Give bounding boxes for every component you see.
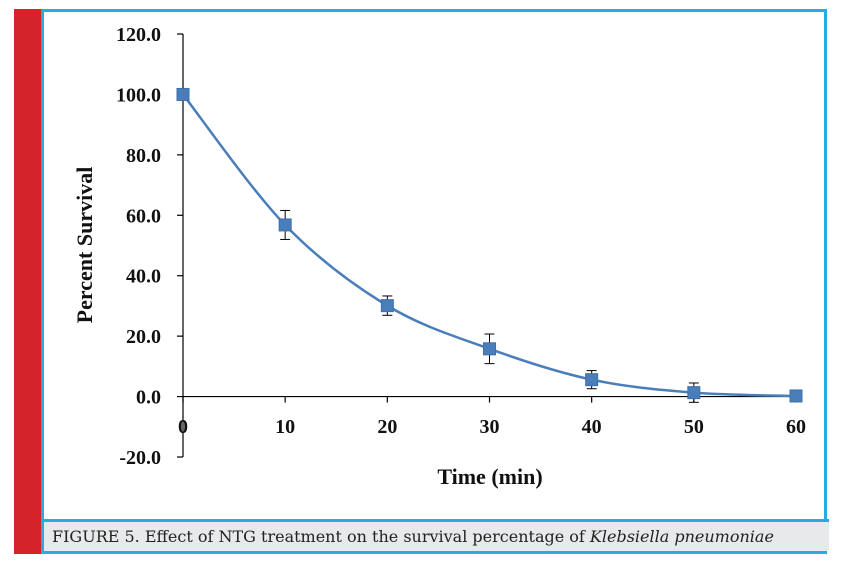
- caption-species: Klebsiella pneumoniae: [589, 527, 774, 546]
- x-tick-labels: 0 10 20 30 40 50 60: [178, 396, 806, 438]
- caption-text: FIGURE 5. Effect of NTG treatment on the…: [52, 527, 585, 546]
- figure-frame: [41, 9, 827, 554]
- y-tick-label: 80.0: [126, 145, 161, 167]
- y-tick-label: 120.0: [116, 24, 161, 46]
- y-tick-label: 40.0: [126, 266, 161, 288]
- data-point: [176, 87, 190, 101]
- x-tick-label: 60: [786, 416, 806, 438]
- data-point: [380, 299, 394, 313]
- data-point: [483, 342, 496, 356]
- y-tick-label: 20.0: [126, 326, 161, 348]
- x-tick-label: 30: [480, 416, 500, 438]
- figure-caption: FIGURE 5. Effect of NTG treatment on the…: [44, 519, 829, 551]
- red-accent-bar: [14, 9, 41, 554]
- x-tick-label: 50: [684, 416, 704, 438]
- series: [176, 87, 803, 403]
- x-axis-title: Time (min): [437, 464, 542, 489]
- x-tick-label: 20: [377, 416, 397, 438]
- data-point: [687, 386, 701, 400]
- x-tick-label: 10: [275, 416, 295, 438]
- y-tick-label: 0.0: [136, 387, 161, 409]
- y-tick-label: 60.0: [126, 205, 161, 227]
- y-tick-label: -20.0: [119, 447, 161, 469]
- x-tick-label: 40: [582, 416, 602, 438]
- x-tick-label: 0: [178, 416, 188, 438]
- survival-chart: 120.0 100.0 80.0 60.0 40.0 20.0 0.0 -20.0 0 10 20…: [72, 24, 806, 489]
- data-point: [585, 373, 599, 387]
- y-tick-label: 100.0: [116, 84, 161, 106]
- y-tick-labels: 120.0 100.0 80.0 60.0 40.0 20.0 0.0 -20.0: [116, 24, 183, 469]
- data-point: [789, 389, 803, 403]
- y-axis-title: Percent Survival: [72, 167, 97, 324]
- data-point: [278, 218, 292, 232]
